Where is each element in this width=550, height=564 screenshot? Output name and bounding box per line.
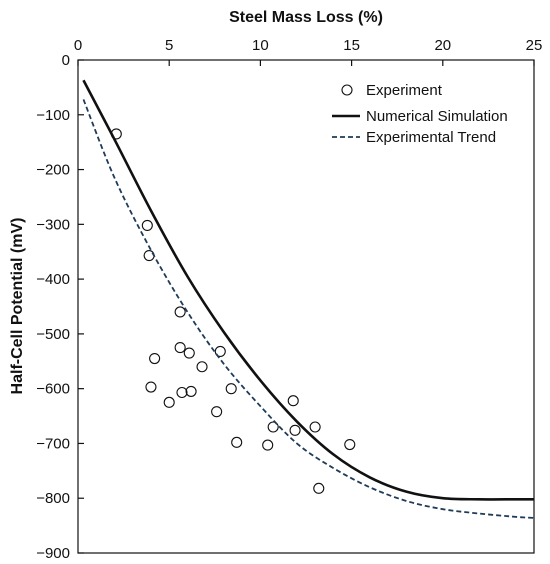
experiment-point bbox=[196, 361, 208, 373]
y-tick-label: −500 bbox=[36, 326, 70, 343]
experiment-point bbox=[344, 438, 356, 451]
experiment-point bbox=[185, 385, 197, 397]
experiment-point bbox=[287, 395, 299, 407]
experiment-point bbox=[262, 439, 274, 451]
experiment-point bbox=[176, 386, 188, 399]
x-tick-label: 10 bbox=[252, 37, 269, 54]
experiment-point bbox=[174, 306, 186, 318]
legend: Experiment Numerical Simulation Experime… bbox=[332, 82, 508, 146]
experiment-point bbox=[231, 436, 243, 448]
x-tick-label: 15 bbox=[343, 37, 360, 54]
y-tick-label: −600 bbox=[36, 381, 70, 398]
x-tick-label: 5 bbox=[165, 37, 173, 54]
experiment-point bbox=[309, 421, 321, 433]
y-tick-label: −400 bbox=[36, 271, 70, 288]
experiment-point bbox=[183, 347, 195, 359]
experiment-point bbox=[313, 482, 325, 494]
legend-label-experimental-trend: Experimental Trend bbox=[366, 129, 496, 146]
experiment-point bbox=[225, 383, 237, 395]
series-experimental-trend bbox=[82, 99, 535, 519]
y-axis-ticks: 0 −100 −200 −300 −400 −500 −600 −700 −800 −900 bbox=[36, 52, 84, 562]
series-numerical-simulation bbox=[82, 79, 534, 501]
y-axis-title: Half-Cell Potential (mV) bbox=[9, 218, 26, 395]
series-experiment bbox=[110, 128, 356, 494]
x-axis-title: Steel Mass Loss (%) bbox=[229, 9, 383, 26]
numerical-simulation-line bbox=[82, 79, 534, 501]
y-tick-label: −900 bbox=[36, 545, 70, 562]
x-tick-label: 20 bbox=[434, 37, 451, 54]
plot-area bbox=[77, 59, 535, 554]
x-tick-label: 25 bbox=[526, 37, 543, 54]
y-tick-label: −100 bbox=[36, 107, 70, 124]
y-tick-label: 0 bbox=[62, 52, 70, 69]
legend-label-experiment: Experiment bbox=[366, 82, 443, 99]
x-axis-ticks: 0 5 10 15 20 25 bbox=[74, 37, 543, 66]
experiment-point bbox=[174, 342, 186, 354]
experiment-point bbox=[149, 352, 161, 365]
legend-label-numerical-simulation: Numerical Simulation bbox=[366, 108, 508, 125]
plot-frame bbox=[77, 59, 535, 554]
experiment-point bbox=[267, 421, 279, 433]
experimental-trend-line bbox=[82, 99, 535, 519]
experiment-point bbox=[163, 396, 175, 408]
experiment-point bbox=[141, 219, 153, 231]
x-tick-label: 0 bbox=[74, 37, 82, 54]
y-tick-label: −200 bbox=[36, 162, 70, 179]
experiment-point bbox=[289, 424, 301, 436]
experiment-point bbox=[214, 345, 226, 357]
y-tick-label: −300 bbox=[36, 216, 70, 233]
y-tick-label: −800 bbox=[36, 490, 70, 507]
series-layer bbox=[82, 79, 535, 519]
legend-marker-experiment bbox=[341, 84, 353, 96]
experiment-point bbox=[145, 381, 157, 393]
y-tick-label: −700 bbox=[36, 435, 70, 452]
experiment-point bbox=[211, 406, 223, 418]
